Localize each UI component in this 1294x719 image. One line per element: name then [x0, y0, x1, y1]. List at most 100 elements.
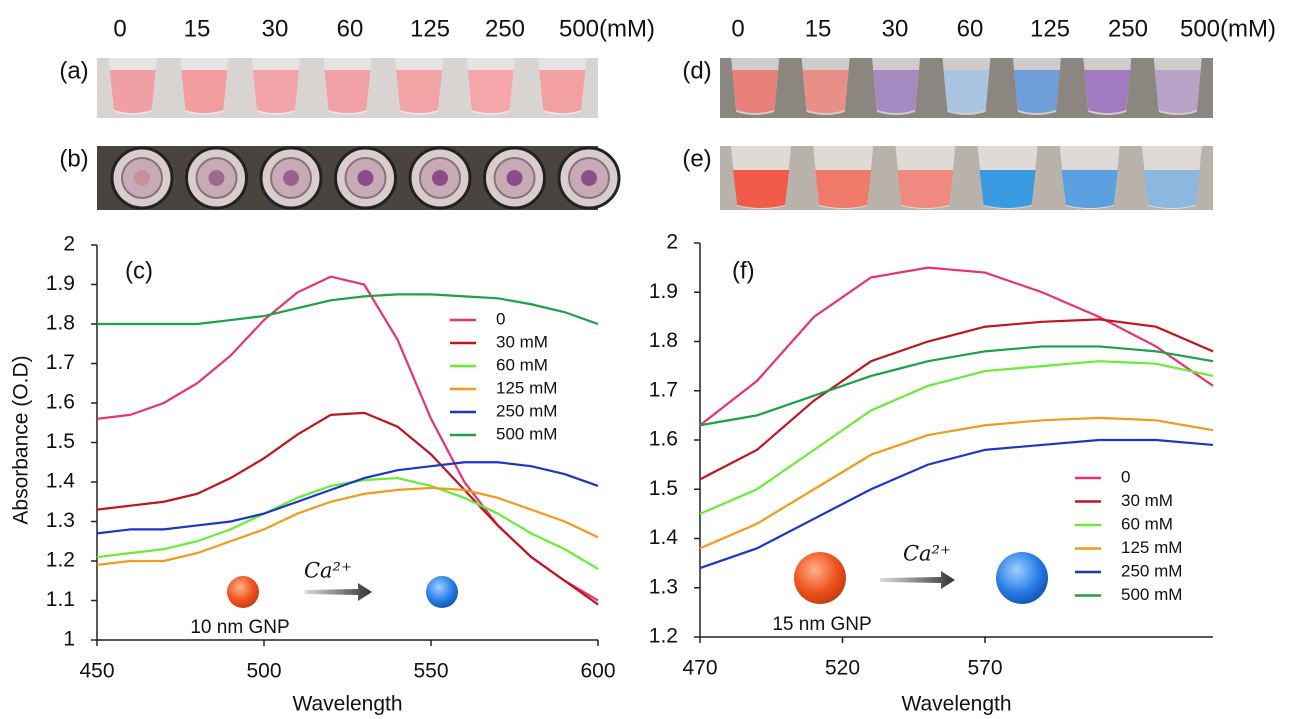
tube-liquid	[253, 70, 299, 113]
panel-label: (b)	[59, 145, 88, 172]
concentration-label: 30	[882, 15, 909, 42]
concentration-label: 0	[113, 15, 126, 42]
arrow	[305, 583, 372, 601]
legend-label: 250 mM	[496, 401, 557, 420]
photo	[720, 146, 1213, 210]
y-tick-label: 1	[63, 628, 75, 651]
concentration-label: 500(mM)	[559, 15, 655, 42]
data-line	[700, 268, 1213, 426]
concentration-label: 250	[485, 15, 525, 42]
y-tick-label: 1.6	[649, 428, 678, 451]
panel-label: (a)	[59, 57, 88, 84]
tube-liquid	[396, 70, 442, 113]
y-tick-label: 2	[63, 233, 75, 256]
legend-label: 60 mM	[1121, 514, 1173, 533]
legend-label: 250 mM	[1121, 561, 1182, 580]
annotation: (c)	[125, 257, 153, 284]
annotation: Ca²⁺	[903, 542, 951, 566]
y-tick-label: 1.4	[46, 470, 76, 493]
y-tick-label: 1.3	[46, 509, 75, 532]
tube-liquid	[803, 70, 849, 113]
concentration-label: 125	[410, 15, 450, 42]
tube-liquid	[1014, 70, 1060, 113]
x-tick-label: 450	[79, 660, 114, 683]
well-liquid	[134, 170, 150, 186]
concentration-label: 60	[337, 15, 364, 42]
well-liquid	[209, 170, 225, 186]
y-tick-label: 1.2	[649, 625, 678, 648]
legend-label: 0	[1121, 467, 1130, 486]
data-line	[97, 294, 598, 324]
y-tick-label: 1.9	[46, 272, 75, 295]
panel-label: (e)	[682, 145, 711, 172]
annotation: Ca²⁺	[304, 559, 352, 583]
concentration-label: 15	[805, 15, 832, 42]
y-tick-label: 1.3	[649, 575, 678, 598]
annotation: 15 nm GNP	[772, 614, 871, 635]
x-tick-label: 600	[580, 660, 615, 683]
x-tick-label: 520	[825, 657, 860, 680]
concentration-label: 250	[1108, 15, 1148, 42]
legend-label: 500 mM	[496, 424, 557, 443]
y-tick-label: 1.5	[649, 477, 678, 500]
tube-liquid	[539, 70, 585, 113]
particle-icon	[794, 552, 846, 604]
tube-liquid	[1062, 170, 1118, 208]
legend-label: 0	[496, 309, 505, 328]
legend-label: 30 mM	[1121, 491, 1173, 510]
y-axis-title: Absorbance (O.D)	[10, 355, 33, 524]
data-line	[97, 478, 598, 569]
panel-label: (d)	[682, 57, 711, 84]
y-tick-label: 2	[666, 231, 678, 254]
tube-liquid	[181, 70, 227, 113]
particle-icon	[227, 576, 259, 608]
tube-liquid	[468, 70, 514, 113]
concentration-label: 500(mM)	[1180, 15, 1276, 42]
legend-label: 125 mM	[496, 378, 557, 397]
tube-liquid	[110, 70, 156, 113]
y-tick-label: 1.4	[649, 526, 679, 549]
well-liquid	[358, 170, 374, 186]
particle-icon	[426, 576, 458, 608]
tube-liquid	[1144, 170, 1200, 208]
concentration-label: 30	[262, 15, 289, 42]
legend-label: 125 mM	[1121, 538, 1182, 557]
y-tick-label: 1.7	[649, 378, 678, 401]
concentration-label: 0	[731, 15, 744, 42]
tube-liquid	[1155, 70, 1201, 113]
tube-liquid	[873, 70, 919, 113]
x-tick-label: 550	[413, 660, 448, 683]
particle-icon	[996, 552, 1048, 604]
y-tick-label: 1.9	[649, 280, 678, 303]
well-liquid	[581, 170, 597, 186]
figure: 0153060125250500(mM)(a)(b)01530601252505…	[0, 0, 1294, 719]
tube-liquid	[815, 170, 871, 208]
legend-label: 30 mM	[496, 332, 548, 351]
y-tick-label: 1.2	[46, 549, 75, 572]
well-liquid	[432, 170, 448, 186]
y-tick-label: 1.6	[46, 391, 75, 414]
data-line	[700, 319, 1213, 479]
concentration-label: 125	[1030, 15, 1070, 42]
well-liquid	[283, 170, 299, 186]
tube-liquid	[733, 170, 789, 208]
x-axis-title: Wavelength	[901, 693, 1011, 716]
arrow	[880, 571, 955, 589]
y-tick-label: 1.7	[46, 351, 75, 374]
annotation: 10 nm GNP	[190, 617, 289, 638]
legend-label: 60 mM	[496, 355, 548, 374]
tube-liquid	[325, 70, 371, 113]
x-tick-label: 570	[967, 657, 1002, 680]
legend-label: 500 mM	[1121, 585, 1182, 604]
y-tick-label: 1.1	[46, 588, 75, 611]
tube-liquid	[732, 70, 778, 113]
y-tick-label: 1.5	[46, 430, 75, 453]
tube-liquid	[1084, 70, 1130, 113]
well-liquid	[507, 170, 523, 186]
x-tick-label: 500	[246, 660, 281, 683]
tube-liquid	[980, 170, 1036, 208]
concentration-label: 15	[184, 15, 211, 42]
x-tick-label: 470	[682, 657, 717, 680]
photo-layer: 0153060125250500(mM)(a)(b)01530601252505…	[59, 15, 1276, 210]
